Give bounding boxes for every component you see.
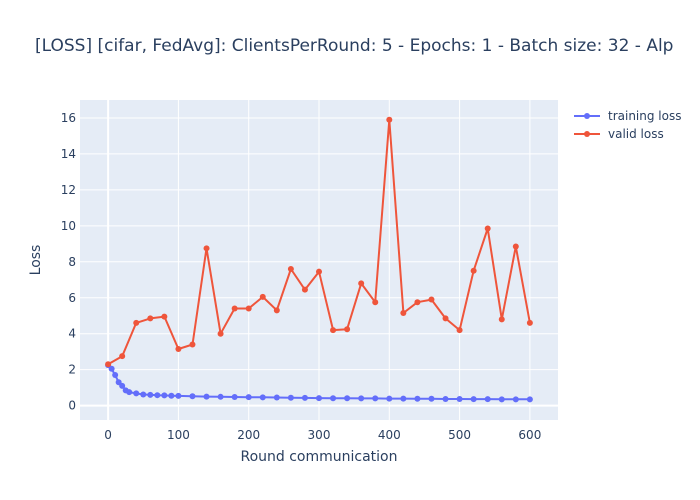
valid-loss-point — [372, 299, 379, 306]
training-loss-point — [245, 394, 252, 401]
training-loss-point — [108, 365, 115, 372]
valid-loss-point — [231, 305, 238, 312]
valid-loss-point — [470, 267, 477, 274]
training-loss-point — [126, 389, 133, 396]
y-tick-label: 6 — [68, 291, 76, 305]
valid-loss-point — [133, 319, 140, 326]
training-loss-point — [344, 395, 351, 402]
training-loss-point — [400, 395, 407, 402]
training-loss-point — [512, 396, 519, 403]
valid-loss-point — [161, 313, 168, 320]
tick-labels: 0 100 200 300 400 500 600 0 2 4 6 8 10 12 14 16 — [61, 111, 542, 442]
training-loss-point — [273, 394, 280, 401]
legend-marker-valid-loss — [584, 131, 590, 137]
y-tick-label: 4 — [68, 327, 76, 341]
legend: training loss valid loss — [574, 109, 681, 141]
grid-layer — [80, 100, 558, 420]
training-loss-point — [484, 396, 491, 403]
training-loss-point — [287, 394, 294, 401]
training-loss-point — [203, 393, 210, 400]
valid-loss-point — [498, 316, 505, 323]
training-loss-point — [259, 394, 266, 401]
training-loss-point — [147, 391, 154, 398]
valid-loss-point — [330, 327, 337, 334]
training-loss-point — [330, 395, 337, 402]
training-loss-point — [456, 395, 463, 402]
valid-loss-point — [175, 345, 182, 352]
y-tick-label: 2 — [68, 363, 76, 377]
valid-loss-point — [358, 280, 365, 287]
legend-marker-training-loss — [584, 113, 590, 119]
training-loss-point — [470, 396, 477, 403]
training-loss-point — [217, 393, 224, 400]
valid-loss-point — [428, 296, 435, 303]
training-loss-point — [386, 395, 393, 402]
y-tick-label: 14 — [61, 147, 76, 161]
y-tick-label: 16 — [61, 111, 76, 125]
training-loss-point — [498, 396, 505, 403]
valid-loss-point — [414, 299, 421, 306]
x-tick-label: 600 — [518, 428, 541, 442]
legend-label-training-loss: training loss — [608, 109, 681, 123]
training-loss-point — [133, 390, 140, 397]
valid-loss-point — [203, 245, 210, 252]
training-loss-point — [140, 391, 147, 398]
valid-loss-point — [147, 315, 154, 322]
valid-loss-point — [217, 330, 224, 337]
valid-loss-point — [189, 341, 196, 348]
y-tick-label: 10 — [61, 219, 76, 233]
valid-loss-point — [105, 361, 112, 368]
training-loss-point — [168, 392, 175, 399]
x-tick-label: 500 — [448, 428, 471, 442]
training-loss-point — [316, 395, 322, 402]
valid-loss-point — [119, 353, 126, 360]
training-loss-point — [526, 396, 533, 403]
y-tick-label: 0 — [68, 399, 76, 413]
x-tick-label: 200 — [237, 428, 260, 442]
series-layer — [105, 116, 533, 403]
valid-loss-point — [456, 327, 463, 334]
y-tick-label: 8 — [68, 255, 76, 269]
training-loss-point — [161, 392, 168, 399]
training-loss-point — [428, 395, 435, 402]
chart-title: [LOSS] [cifar, FedAvg]: ClientsPerRound:… — [35, 36, 673, 56]
valid-loss-point — [301, 286, 308, 293]
training-loss-point — [358, 395, 365, 402]
valid-loss-point — [273, 307, 280, 314]
valid-loss-point — [344, 326, 351, 333]
x-axis-label: Round communication — [240, 449, 397, 465]
valid-loss-point — [245, 305, 252, 312]
legend-label-valid-loss: valid loss — [608, 127, 664, 141]
training-loss-point — [175, 392, 182, 399]
training-loss-point — [442, 395, 449, 402]
valid-loss-point — [316, 268, 322, 275]
valid-loss-point — [287, 265, 294, 272]
valid-loss-point — [400, 310, 407, 317]
training-loss-point — [301, 394, 308, 401]
training-loss-point — [372, 395, 379, 402]
valid-loss-point — [512, 243, 519, 250]
x-tick-label: 0 — [104, 428, 112, 442]
y-tick-label: 12 — [61, 183, 76, 197]
x-tick-label: 400 — [378, 428, 401, 442]
training-loss-point — [119, 382, 126, 389]
valid-loss-point — [386, 116, 393, 123]
valid-loss-point — [526, 319, 533, 326]
valid-loss-point — [442, 315, 449, 322]
y-axis-label: Loss — [28, 245, 44, 276]
training-loss-point — [414, 395, 421, 402]
valid-loss-point — [259, 293, 266, 300]
valid-loss-point — [484, 225, 491, 232]
training-loss-point — [154, 392, 161, 399]
x-tick-label: 100 — [167, 428, 190, 442]
training-loss-point — [112, 372, 119, 379]
training-loss-point — [231, 393, 238, 400]
x-tick-label: 300 — [308, 428, 331, 442]
training-loss-point — [189, 393, 196, 400]
